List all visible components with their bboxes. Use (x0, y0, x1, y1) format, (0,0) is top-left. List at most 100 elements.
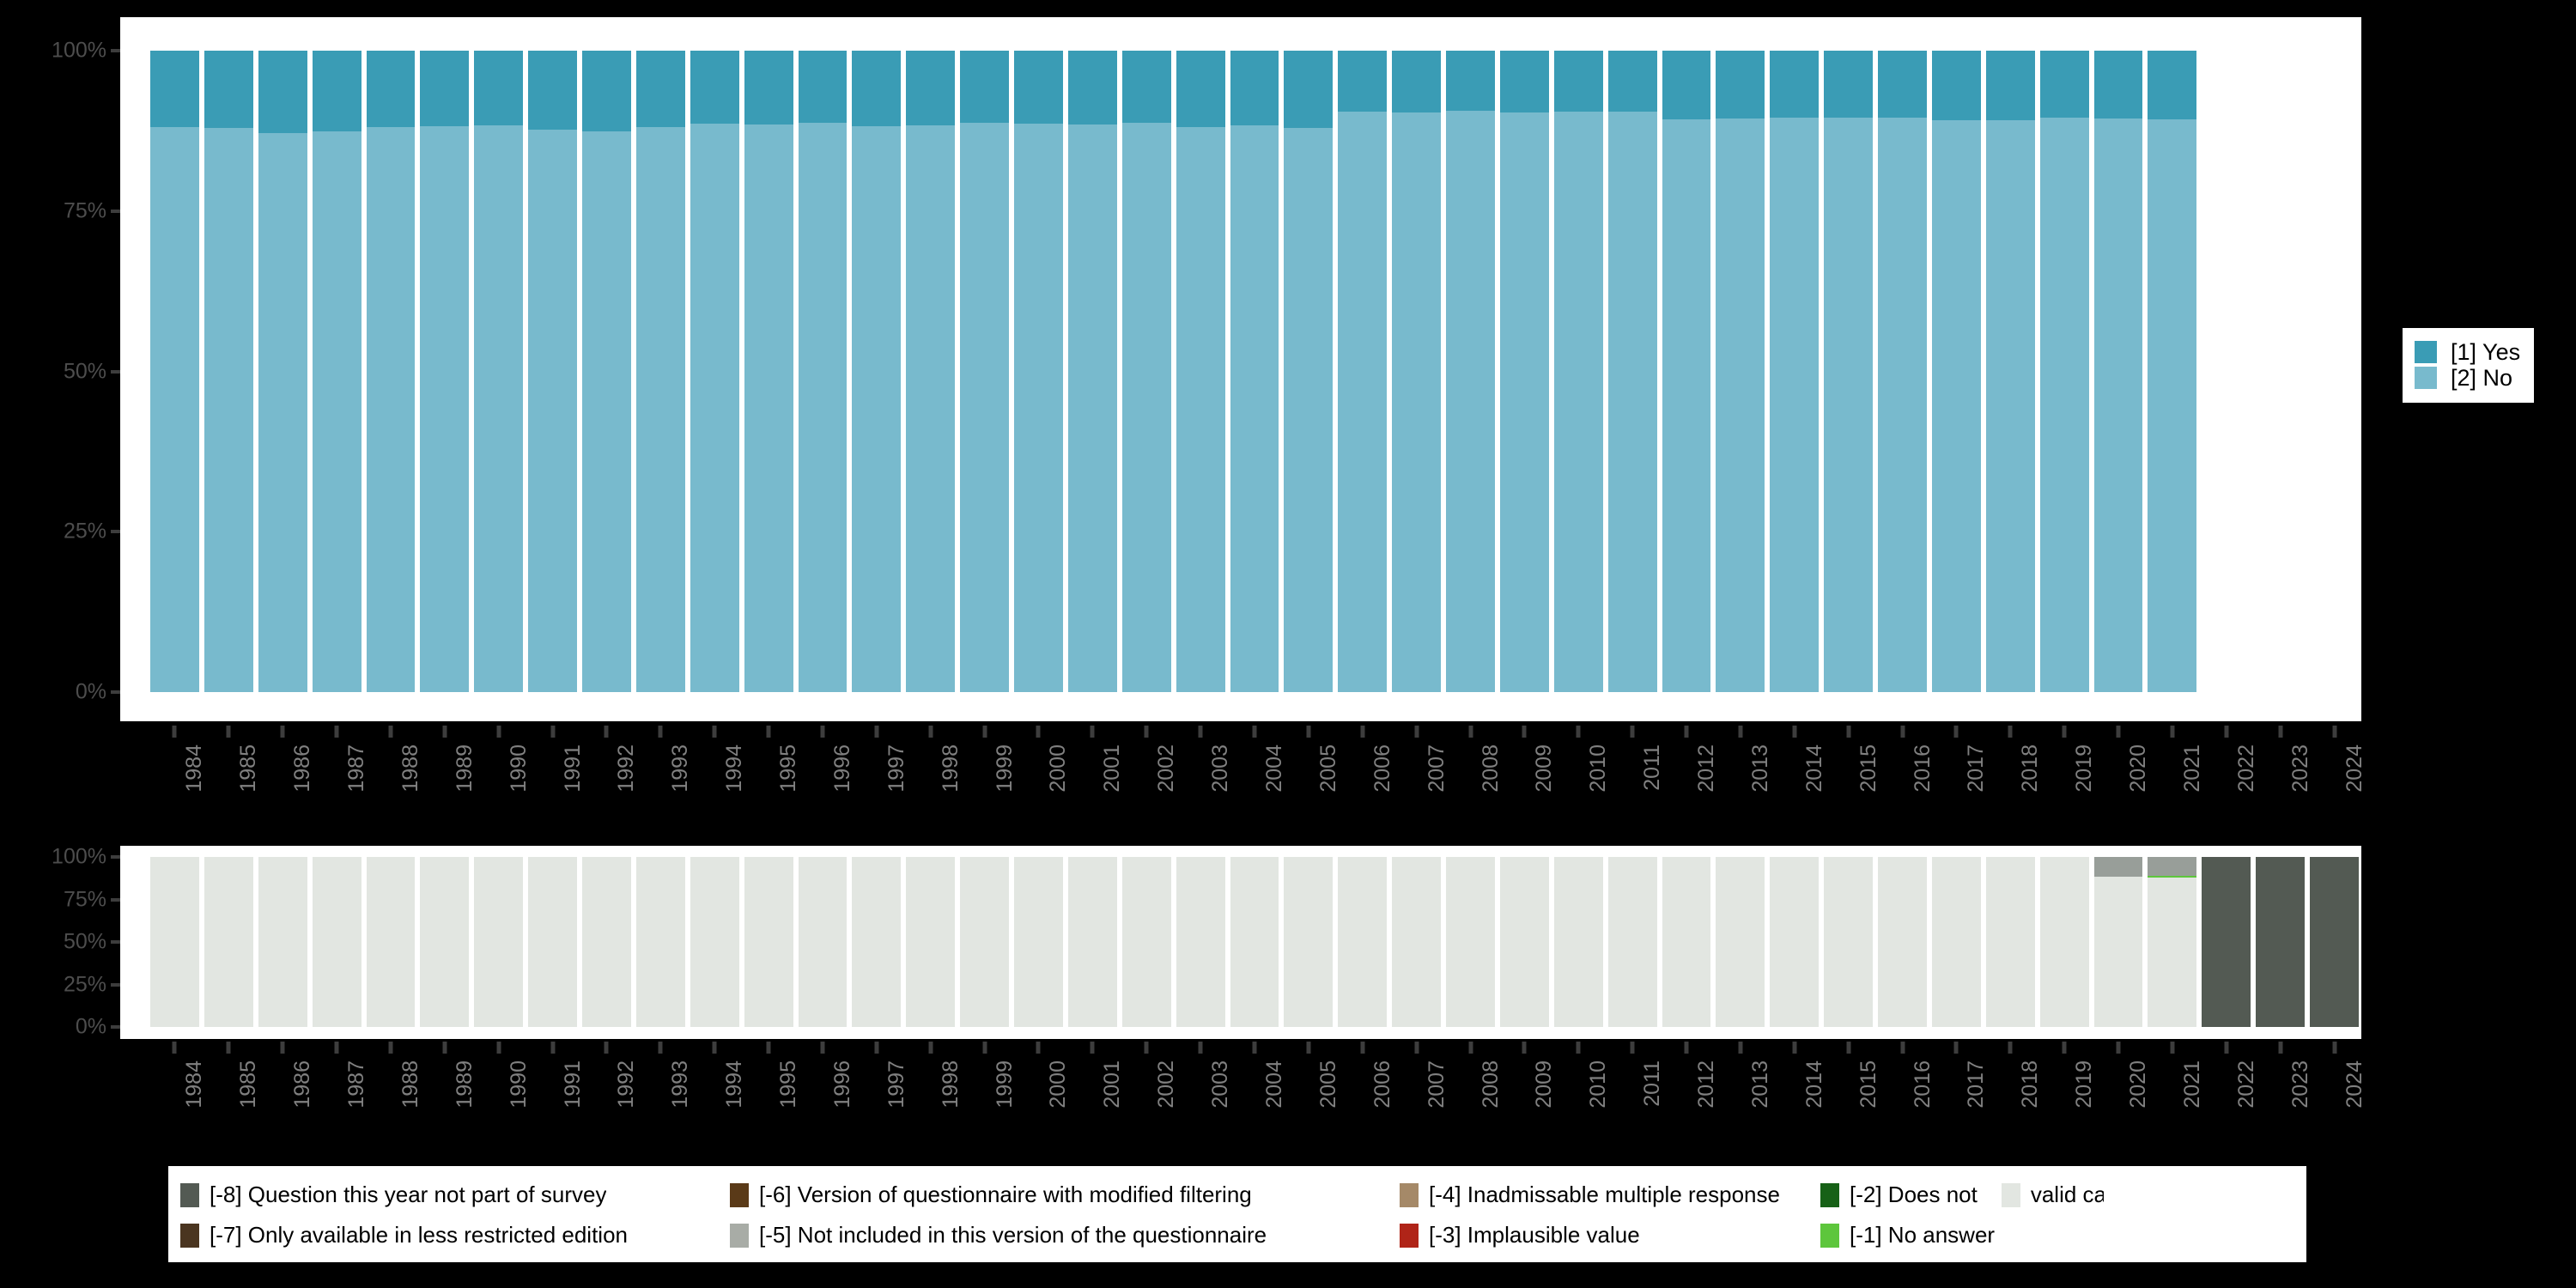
main-bar-segment (1499, 112, 1549, 692)
missings-x-tick-label-1985: 1985 (236, 1060, 261, 1109)
missings-x-tick-mark (874, 1042, 879, 1054)
missings-bar-segment (204, 857, 253, 1027)
missing-legend-swatch-icon (730, 1182, 749, 1207)
missings-bar-segment (1985, 857, 2035, 1027)
main-x-tick-mark (1792, 726, 1797, 738)
missings-x-tick-mark (712, 1042, 717, 1054)
missings-x-tick-mark (496, 1042, 501, 1054)
missings-bar-segment (312, 857, 361, 1027)
missings-x-tick-mark (1900, 1042, 1905, 1054)
missings-bar-segment (1607, 857, 1657, 1027)
main-bar-segment (798, 122, 848, 692)
missings-bar-1992 (582, 857, 631, 1027)
main-x-tick-mark (820, 726, 825, 738)
missing-legend-item[interactable]: [-3] Implausible value (1400, 1222, 1640, 1249)
main-y-tick-mark (111, 49, 120, 52)
missings-bar-segment (582, 857, 631, 1027)
missings-x-tick-mark (172, 1042, 177, 1054)
main-x-tick-label-2018: 2018 (2018, 744, 2043, 793)
main-x-tick-mark (1360, 726, 1365, 738)
missing-legend-item[interactable]: [-1] No answer (1820, 1222, 1995, 1249)
missings-bar-segment (2093, 876, 2143, 1027)
value-legend-swatch-icon (2415, 341, 2437, 363)
missings-x-tick-mark (1738, 1042, 1743, 1054)
missing-legend-item[interactable]: valid cases (2001, 1182, 2104, 1208)
missing-legend-label: valid cases (2030, 1182, 2104, 1207)
main-x-tick-mark (2170, 726, 2175, 738)
missing-legend-item[interactable]: [-7] Only available in less restricted e… (180, 1222, 628, 1249)
main-bar-1992 (582, 51, 631, 692)
main-bar-segment (690, 51, 739, 125)
main-x-tick-mark (388, 726, 393, 738)
missings-bar-1993 (635, 857, 685, 1027)
missings-bar-2013 (1716, 857, 1765, 1027)
main-x-tick-label-2010: 2010 (1586, 744, 1611, 793)
main-bar-1997 (852, 51, 902, 692)
main-x-tick-label-2022: 2022 (2233, 744, 2258, 793)
missings-x-tick-mark (442, 1042, 447, 1054)
value-legend-item[interactable]: [2] No (2415, 365, 2520, 391)
missings-x-tick-label-2004: 2004 (1262, 1060, 1286, 1109)
main-bar-2021 (2148, 51, 2197, 692)
main-bar-segment (1176, 126, 1225, 692)
missings-y-tick-mark (111, 897, 120, 902)
missings-bar-2009 (1499, 857, 1549, 1027)
main-bar-1991 (528, 51, 578, 692)
main-bar-2009 (1499, 51, 1549, 692)
main-x-tick-mark (658, 726, 663, 738)
missings-bar-segment (635, 857, 685, 1027)
missing-legend-item[interactable]: [-2] Does not apply (1820, 1182, 1979, 1208)
missings-x-tick-label-2021: 2021 (2179, 1060, 2204, 1109)
missing-legend-item[interactable]: [-4] Inadmissable multiple response (1400, 1182, 1780, 1208)
missings-x-tick-mark (604, 1042, 609, 1054)
main-x-tick-mark (928, 726, 933, 738)
main-bar-2008 (1446, 51, 1495, 692)
missings-bar-2002 (1121, 857, 1171, 1027)
main-x-tick-mark (496, 726, 501, 738)
main-bar-segment (1931, 51, 1981, 120)
missing-legend-label: [-1] No answer (1850, 1222, 1996, 1248)
missings-x-tick-mark (1252, 1042, 1257, 1054)
main-x-tick-label-2017: 2017 (1964, 744, 1989, 793)
main-x-tick-mark (1576, 726, 1581, 738)
main-x-tick-mark (712, 726, 717, 738)
main-bar-segment (1716, 118, 1765, 692)
missings-x-tick-mark (766, 1042, 771, 1054)
main-x-tick-label-1995: 1995 (776, 744, 801, 793)
main-bar-segment (690, 124, 739, 692)
missing-legend-cell: [-5] Not included in this version of the… (730, 1222, 1400, 1249)
missings-bar-segment (960, 857, 1010, 1027)
value-legend-label: [2] No (2451, 364, 2513, 391)
missings-x-tick-mark (1468, 1042, 1473, 1054)
main-x-tick-mark (2062, 726, 2067, 738)
missing-legend-label: [-7] Only available in less restricted e… (210, 1222, 629, 1248)
missings-bar-2014 (1770, 857, 1820, 1027)
missings-x-tick-label-1986: 1986 (290, 1060, 315, 1109)
missings-y-tick-mark (111, 855, 120, 859)
missing-legend-item[interactable]: [-8] Question this year not part of surv… (180, 1182, 606, 1208)
main-bar-segment (1499, 51, 1549, 112)
main-x-tick-label-2008: 2008 (1478, 744, 1503, 793)
main-bar-2011 (1607, 51, 1657, 692)
main-x-tick-mark (1738, 726, 1743, 738)
missing-legend-item[interactable]: [-6] Version of questionnaire with modif… (730, 1182, 1252, 1208)
main-bar-2013 (1716, 51, 1765, 692)
main-x-tick-label-2013: 2013 (1747, 744, 1772, 793)
missings-bar-1989 (420, 857, 470, 1027)
missings-x-tick-label-2015: 2015 (1856, 1060, 1880, 1109)
missings-x-tick-mark (1360, 1042, 1365, 1054)
main-bar-1995 (744, 51, 793, 692)
value-legend-item[interactable]: [1] Yes (2415, 339, 2520, 365)
missings-x-tick-label-1994: 1994 (722, 1060, 747, 1109)
main-bar-2010 (1553, 51, 1603, 692)
missing-legend-item[interactable]: [-5] Not included in this version of the… (730, 1222, 1267, 1249)
missings-x-tick-mark (2062, 1042, 2067, 1054)
missings-x-tick-label-2005: 2005 (1315, 1060, 1340, 1109)
main-x-tick-mark (442, 726, 447, 738)
main-bar-2004 (1230, 51, 1279, 692)
main-bar-segment (312, 51, 361, 132)
main-bar-1986 (258, 51, 307, 692)
missings-x-tick-mark (1630, 1042, 1635, 1054)
main-x-tick-label-1993: 1993 (668, 744, 693, 793)
missings-bar-2024 (2310, 857, 2359, 1027)
